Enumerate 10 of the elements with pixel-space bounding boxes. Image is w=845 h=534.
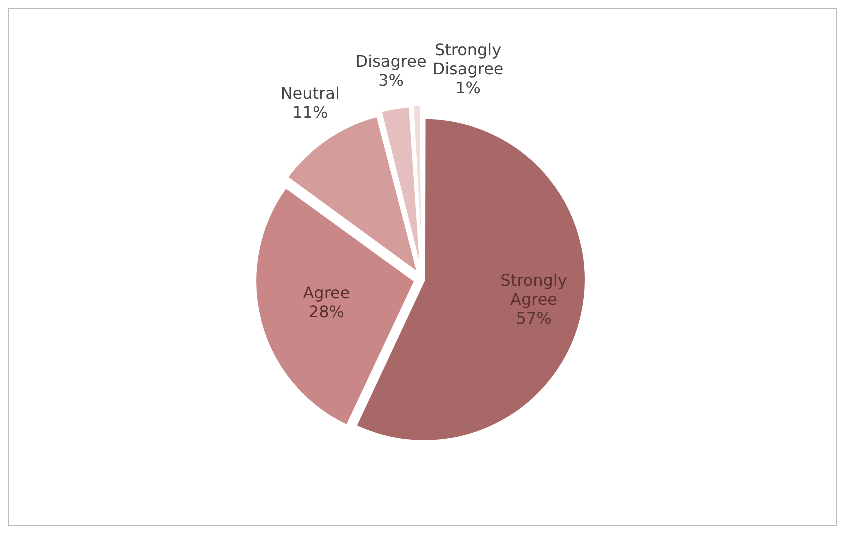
data-label: 57% xyxy=(516,309,552,328)
slice-label: Strongly Agree xyxy=(500,271,568,310)
slice-label: Strongly Disagree xyxy=(432,40,504,78)
slice-label: Neutral xyxy=(280,84,340,104)
slice-label: Agree xyxy=(303,284,350,303)
data-label: 3% xyxy=(378,71,404,90)
data-label: 28% xyxy=(308,302,344,322)
data-label: 11% xyxy=(292,103,328,122)
data-label: 1% xyxy=(456,78,481,98)
slice-label: Disagree xyxy=(356,52,427,72)
